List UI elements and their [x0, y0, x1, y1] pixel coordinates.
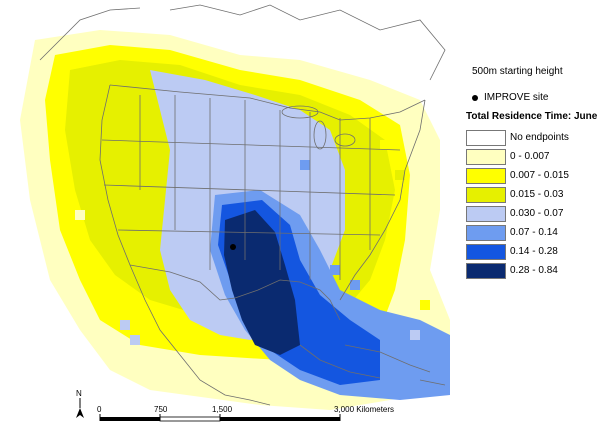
improve-dot-icon — [472, 94, 478, 101]
improve-site-marker — [230, 244, 236, 250]
scale-tick-0: 0 — [97, 405, 102, 414]
legend-label: 0.07 - 0.14 — [510, 227, 558, 238]
scale-tick-750: 750 — [154, 405, 168, 414]
legend-swatch — [466, 243, 506, 260]
legend-label: 0.015 - 0.03 — [510, 189, 564, 200]
legend-label: 0.030 - 0.07 — [510, 208, 564, 219]
legend-item: 0 - 0.007 — [466, 147, 569, 166]
legend-item: 0.14 - 0.28 — [466, 242, 569, 261]
legend-item: 0.07 - 0.14 — [466, 223, 569, 242]
legend-label: 0.14 - 0.28 — [510, 246, 558, 257]
improve-label: IMPROVE site — [484, 92, 549, 103]
legend-swatch — [466, 205, 506, 222]
scale-tick-3000: 3,000 Kilometers — [334, 405, 394, 414]
legend-title: Total Residence Time: June — [466, 111, 598, 122]
legend-items: No endpoints 0 - 0.007 0.007 - 0.015 0.0… — [466, 128, 569, 280]
residence-grid — [20, 30, 450, 410]
legend-swatch — [466, 167, 506, 184]
legend-label: No endpoints — [510, 132, 569, 143]
legend-label: 0.007 - 0.015 — [510, 170, 569, 181]
legend-item: 0.007 - 0.015 — [466, 166, 569, 185]
north-arrow: N — [76, 389, 84, 418]
legend-item: 0.28 - 0.84 — [466, 261, 569, 280]
scale-tick-1500: 1,500 — [212, 405, 233, 414]
legend-swatch — [466, 224, 506, 241]
north-label: N — [76, 389, 82, 398]
starting-height-label: 500m starting height — [472, 66, 563, 77]
legend-label: 0 - 0.007 — [510, 151, 550, 162]
legend-item: No endpoints — [466, 128, 569, 147]
improve-legend-entry: IMPROVE site — [472, 92, 548, 103]
legend-swatch — [466, 186, 506, 203]
legend-label: 0.28 - 0.84 — [510, 265, 558, 276]
legend-panel: 500m starting height IMPROVE site Total … — [462, 0, 613, 427]
legend-swatch — [466, 129, 506, 146]
scale-bar: 0 750 1,500 3,000 Kilometers — [97, 405, 394, 422]
residence-time-map: N 0 750 1,500 3,000 Kilometers — [20, 4, 450, 422]
boundaries — [39, 4, 446, 406]
legend-swatch — [466, 148, 506, 165]
zone-darkblue — [224, 210, 300, 355]
legend-item: 0.015 - 0.03 — [466, 185, 569, 204]
legend-swatch — [466, 262, 506, 279]
legend-item: 0.030 - 0.07 — [466, 204, 569, 223]
